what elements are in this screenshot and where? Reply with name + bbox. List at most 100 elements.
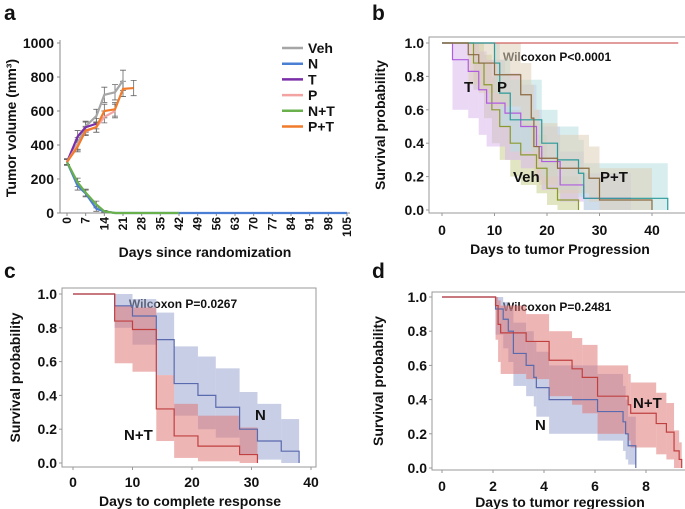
legend-label-T: T <box>308 71 317 87</box>
x-tick-label: 0 <box>438 222 446 238</box>
y-tick-label: 0.8 <box>405 68 425 84</box>
ci-band-N+T <box>174 403 198 458</box>
survival-curve-N <box>73 293 300 463</box>
series-line-P+T <box>66 86 134 163</box>
legend-label-N: N <box>308 56 318 72</box>
y-tick-label: 0.4 <box>408 392 428 408</box>
x-tick-label: 4 <box>540 478 548 494</box>
x-tick-label: 10 <box>487 222 503 238</box>
panel-label-c: c <box>4 260 16 283</box>
x-tick-label: 56 <box>209 217 223 231</box>
x-tick-label: 98 <box>321 217 335 231</box>
x-axis-label: Days since randomization <box>119 244 292 260</box>
ci-band-P+T <box>599 168 652 210</box>
y-axis-label: Survival probability <box>7 312 23 442</box>
ci-band-N+T <box>628 373 631 441</box>
chart-c-complete-response: 0.0 0.2 0.4 0.6 0.8 1.0 0 10 20 30 40 Survival prob… <box>7 286 319 509</box>
y-tick-label: 0.2 <box>405 169 425 185</box>
x-tick-label: 0 <box>60 217 74 224</box>
ci-band-N+T <box>526 314 550 380</box>
ci-band-N <box>281 419 300 463</box>
x-tick-label: 20 <box>539 222 555 238</box>
x-tick-label: 40 <box>303 474 319 490</box>
y-tick-label: 0.6 <box>408 357 428 373</box>
legend-label-P: P <box>308 87 317 103</box>
legend-label-N+T: N+T <box>308 103 335 119</box>
y-tick-label: 0.8 <box>38 320 58 336</box>
x-tick-label: 91 <box>303 217 317 231</box>
x-tick-label: 0 <box>69 474 77 490</box>
series-line-N+T <box>66 161 179 215</box>
y-axis-label: Survival probability <box>370 316 386 446</box>
y-axis-label: Tumor volume (mm³) <box>3 59 19 197</box>
ci-band-N+T <box>674 430 680 468</box>
series-line-P <box>66 110 116 163</box>
ci-band-N+T <box>572 338 583 405</box>
x-tick-label: 70 <box>247 217 261 231</box>
ci-band-N <box>174 346 198 416</box>
y-tick-label: 1.0 <box>405 35 425 51</box>
ci-band-N+T <box>495 297 499 340</box>
y-tick-label: 0.8 <box>408 323 428 339</box>
wilcoxon-p-value: Wilcoxon P=0.2481 <box>503 300 612 314</box>
y-tick-label: 0.0 <box>408 460 428 476</box>
ci-band-N+T <box>597 365 629 434</box>
plot-frame <box>431 291 685 471</box>
x-axis-label: Days to complete response <box>99 493 281 509</box>
y-tick-label: 0.6 <box>405 102 425 118</box>
y-tick-label: 800 <box>31 69 55 85</box>
series-line-T <box>65 122 97 163</box>
survival-curve-P <box>442 42 669 210</box>
y-tick-label: 0 <box>46 205 54 221</box>
ci-band-N+T <box>197 415 240 462</box>
x-tick-label: 0 <box>438 478 446 494</box>
ci-band-T <box>478 51 487 135</box>
error-bar-P+T <box>130 80 137 97</box>
wilcoxon-p-value: Wilcoxon P<0.0001 <box>503 50 612 64</box>
panel-label-b: b <box>372 2 385 25</box>
y-tick-label: 0.6 <box>38 354 58 370</box>
x-tick-label: 40 <box>644 222 660 238</box>
survival-curve-P+T <box>442 42 653 210</box>
x-tick-label: 28 <box>135 217 149 231</box>
ci-band-P+T <box>539 123 558 185</box>
ci-band-N <box>257 403 282 460</box>
x-tick-label: 30 <box>244 474 260 490</box>
x-tick-label: 8 <box>642 478 650 494</box>
series-label-N+T: N+T <box>124 427 153 444</box>
survival-curve-Veh <box>442 42 580 210</box>
ci-band-N <box>156 312 175 376</box>
y-tick-label: 0.4 <box>38 387 58 403</box>
x-axis-label: Days to tumor regression <box>475 494 645 509</box>
ci-band-N <box>197 356 216 430</box>
ci-band-N+T <box>156 375 175 442</box>
plot-frame <box>428 36 685 214</box>
x-tick-label: 6 <box>591 478 599 494</box>
y-tick-label: 0.2 <box>38 421 58 437</box>
x-tick-label: 7 <box>79 217 93 224</box>
x-tick-label: 20 <box>184 474 200 490</box>
x-tick-label: 21 <box>116 217 130 231</box>
ci-band-N+T <box>666 403 675 460</box>
y-tick-label: 600 <box>31 103 55 119</box>
ci-band-P+T <box>478 43 495 94</box>
ci-band-N+T <box>239 427 258 463</box>
series-label-T: T <box>464 79 473 96</box>
ci-band-N+T <box>630 382 657 448</box>
y-tick-label: 200 <box>31 171 55 187</box>
y-tick-label: 0.2 <box>408 426 428 442</box>
series-label-P: P <box>497 79 507 96</box>
chart-d-regression: 0.0 0.2 0.4 0.6 0.8 1.0 0 2 4 6 8 Survival probabil… <box>370 289 685 509</box>
x-tick-label: 105 <box>340 217 354 237</box>
survival-curve-N+T <box>442 296 683 468</box>
ci-band-N+T <box>582 344 598 414</box>
panel-label-d: d <box>372 260 385 283</box>
series-label-N: N <box>255 407 266 424</box>
series-label-N: N <box>535 417 546 434</box>
x-tick-label: 30 <box>592 222 608 238</box>
y-tick-label: 1000 <box>23 35 54 51</box>
chart-b-progression: 0.0 0.2 0.4 0.6 0.8 1.0 0 10 20 30 40 Survival prob… <box>372 35 685 257</box>
x-tick-label: 49 <box>191 217 205 231</box>
